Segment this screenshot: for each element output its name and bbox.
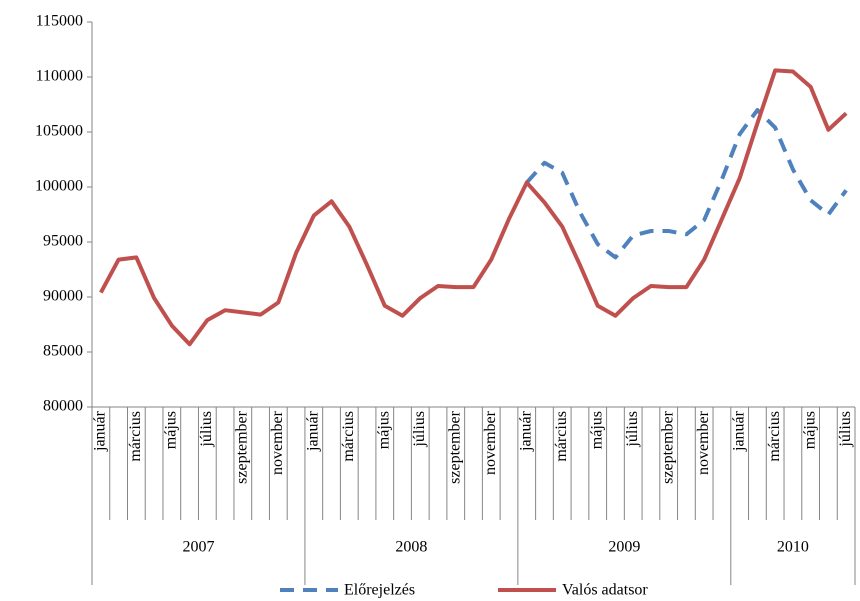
x-tick-label: november [482, 410, 499, 475]
x-tick-label: március [340, 411, 357, 462]
x-tick-label: november [269, 410, 286, 475]
x-tick-label: július [411, 411, 428, 448]
y-tick-label: 95000 [43, 233, 83, 250]
x-tick-label: november [695, 410, 712, 475]
year-label: 2007 [182, 539, 214, 556]
x-tick-label: július [624, 411, 641, 448]
y-tick-label: 105000 [35, 123, 83, 140]
x-tick-label: január [304, 410, 321, 452]
legend-label: Valós adatsor [562, 582, 648, 599]
y-tick-label: 85000 [43, 343, 83, 360]
x-tick-label: szeptember [446, 410, 463, 484]
y-tick-label: 110000 [36, 68, 83, 85]
x-tick-label: szeptember [659, 410, 676, 484]
x-tick-label: május [375, 411, 392, 449]
x-tick-label: március [766, 411, 783, 462]
x-tick-label: július [198, 411, 215, 448]
year-label: 2008 [395, 539, 427, 556]
x-tick-label: május [588, 411, 605, 449]
x-tick-label: január [92, 410, 109, 452]
x-tick-label: január [730, 410, 747, 452]
series-line [99, 68, 848, 347]
x-tick-label: március [127, 411, 144, 462]
y-tick-label: 115000 [36, 13, 83, 30]
x-tick-label: július [837, 411, 854, 448]
y-tick-label: 80000 [43, 398, 83, 415]
year-label: 2010 [777, 539, 809, 556]
year-label: 2009 [608, 539, 640, 556]
legend-label: Előrejelzés [344, 582, 415, 599]
x-tick-label: szeptember [233, 410, 250, 484]
x-tick-label: március [553, 411, 570, 462]
x-tick-label: május [163, 411, 180, 449]
x-tick-label: május [801, 411, 818, 449]
y-tick-label: 100000 [35, 178, 83, 195]
series-line [525, 108, 848, 260]
x-tick-label: január [517, 410, 534, 452]
y-tick-label: 90000 [43, 288, 83, 305]
